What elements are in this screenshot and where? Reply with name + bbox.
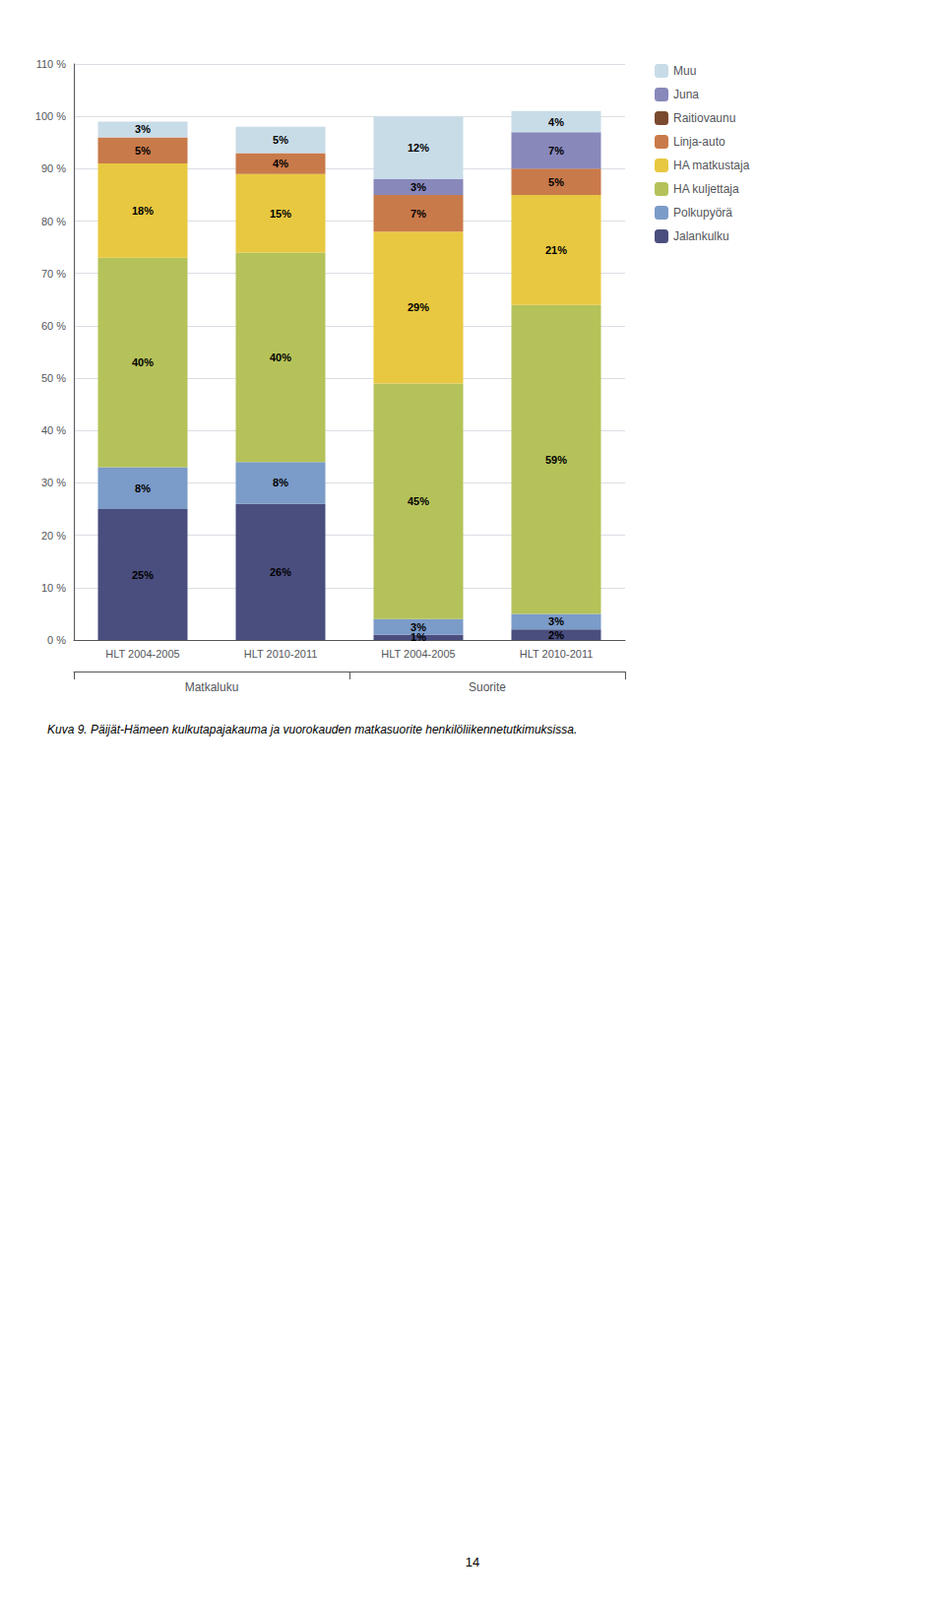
svg-text:Suorite: Suorite — [468, 680, 506, 694]
svg-text:4%: 4% — [272, 157, 289, 170]
svg-text:15%: 15% — [269, 207, 292, 220]
svg-text:3%: 3% — [134, 123, 151, 135]
svg-text:45%: 45% — [407, 495, 430, 507]
svg-text:Jalankulku: Jalankulku — [673, 229, 730, 244]
svg-text:HA kuljettaja: HA kuljettaja — [673, 182, 740, 196]
svg-text:50 %: 50 % — [41, 372, 66, 384]
svg-text:40%: 40% — [269, 351, 292, 364]
svg-text:40 %: 40 % — [41, 424, 66, 437]
svg-text:1%: 1% — [410, 630, 427, 643]
svg-text:25%: 25% — [131, 568, 154, 581]
svg-text:10 %: 10 % — [41, 581, 66, 594]
svg-text:8%: 8% — [272, 476, 289, 489]
svg-text:26%: 26% — [269, 566, 292, 578]
svg-text:21%: 21% — [545, 244, 567, 256]
svg-text:Juna: Juna — [673, 87, 699, 102]
svg-text:30 %: 30 % — [41, 476, 66, 489]
svg-text:HLT 2004-2005: HLT 2004-2005 — [380, 647, 455, 660]
svg-text:40%: 40% — [131, 356, 154, 369]
svg-text:HLT 2010-2011: HLT 2010-2011 — [519, 647, 594, 660]
svg-text:110 %: 110 % — [36, 58, 67, 70]
svg-text:Kuva 9. Päijät-Hämeen kulkutap: Kuva 9. Päijät-Hämeen kulkutapajakauma j… — [47, 722, 577, 737]
svg-text:8%: 8% — [134, 482, 151, 495]
svg-text:HLT 2004-2005: HLT 2004-2005 — [105, 647, 180, 660]
svg-text:5%: 5% — [272, 133, 289, 146]
svg-text:0 %: 0 % — [47, 633, 66, 646]
svg-text:Matkaluku: Matkaluku — [185, 680, 240, 694]
svg-text:3%: 3% — [410, 621, 427, 633]
svg-text:100 %: 100 % — [35, 110, 66, 123]
svg-text:5%: 5% — [548, 176, 565, 189]
svg-text:3%: 3% — [548, 615, 565, 628]
svg-text:70 %: 70 % — [41, 267, 66, 280]
svg-text:60 %: 60 % — [41, 319, 66, 332]
svg-text:18%: 18% — [131, 204, 154, 217]
svg-text:12%: 12% — [407, 141, 430, 154]
svg-text:7%: 7% — [548, 144, 565, 157]
svg-text:4%: 4% — [548, 116, 565, 128]
svg-text:80 %: 80 % — [41, 215, 66, 228]
svg-text:HA matkustaja: HA matkustaja — [673, 158, 751, 173]
svg-text:2%: 2% — [548, 629, 565, 641]
svg-text:5%: 5% — [134, 144, 151, 157]
svg-text:Linja-auto: Linja-auto — [673, 134, 726, 149]
svg-text:Polkupyörä: Polkupyörä — [673, 205, 733, 220]
svg-text:90 %: 90 % — [41, 162, 66, 175]
svg-text:29%: 29% — [407, 301, 430, 314]
svg-text:3%: 3% — [410, 181, 427, 193]
svg-text:7%: 7% — [410, 207, 427, 220]
svg-text:HLT 2010-2011: HLT 2010-2011 — [244, 647, 318, 660]
svg-text:20 %: 20 % — [41, 529, 66, 542]
svg-text:59%: 59% — [545, 453, 567, 466]
svg-text:Raitiovaunu: Raitiovaunu — [673, 111, 736, 126]
svg-text:14: 14 — [465, 1554, 480, 1570]
svg-text:Muu: Muu — [673, 63, 696, 78]
